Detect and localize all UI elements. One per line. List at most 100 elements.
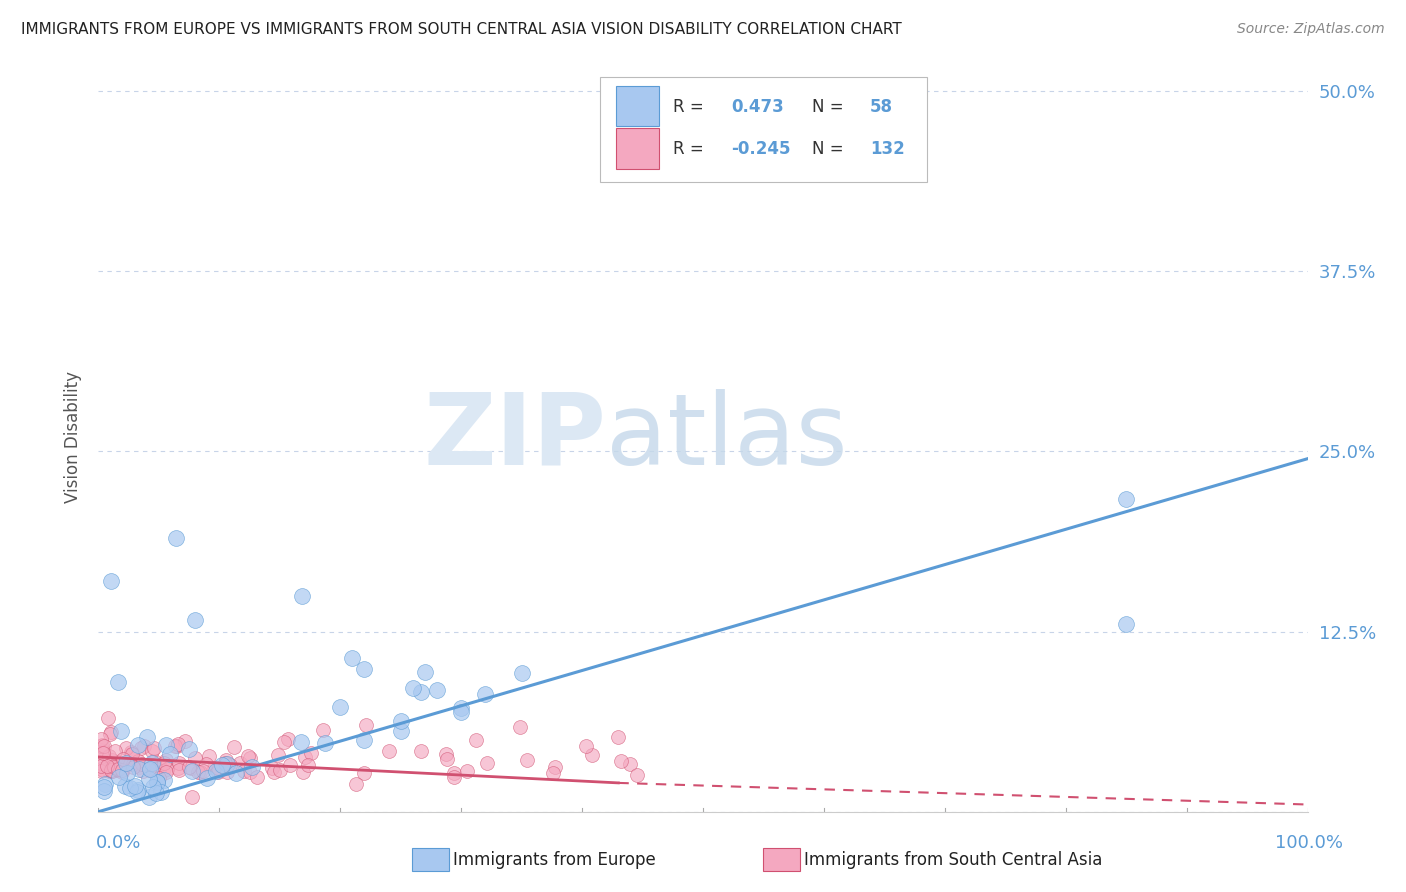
Point [195,771,218,785]
Text: R =: R = [672,98,703,116]
Point [215,761,238,775]
Point [127,738,149,752]
Point [100,764,122,778]
Point [145,786,167,800]
Y-axis label: Vision Disability: Vision Disability [65,371,83,503]
Point [110,723,132,738]
Point [411,685,433,699]
Text: N =: N = [811,98,844,116]
Point [377,744,399,758]
Point [166,760,188,774]
Point [143,741,166,756]
Point [128,759,150,773]
Point [290,735,312,749]
Point [93,784,115,798]
Point [299,746,322,760]
Point [236,749,259,764]
Point [115,766,138,780]
Point [516,753,538,767]
Point [626,767,648,781]
Point [100,724,122,739]
Point [291,589,314,603]
Point [111,763,134,777]
Point [146,775,169,789]
Point [107,757,129,772]
Text: 132: 132 [870,140,904,158]
Point [389,714,412,728]
Point [278,758,301,772]
Point [215,753,238,767]
Point [152,764,174,778]
Point [98,727,121,741]
Point [90,762,112,776]
Point [413,665,436,679]
FancyBboxPatch shape [616,128,659,169]
Point [222,740,245,755]
Point [120,747,142,762]
Point [141,744,163,758]
Point [143,764,166,778]
Point [217,765,239,780]
Point [262,761,284,775]
Point [456,764,478,778]
Point [142,780,165,794]
Point [426,683,449,698]
Point [297,758,319,772]
Point [156,762,179,776]
Point [93,739,115,753]
Point [138,762,160,776]
Point [150,784,173,798]
Point [169,763,191,777]
Point [233,764,256,779]
Point [149,760,172,774]
Point [153,756,176,771]
Text: 100.0%: 100.0% [1275,834,1343,852]
Point [353,733,375,747]
Point [194,757,217,772]
Point [155,738,177,752]
Point [111,752,134,766]
Point [207,761,229,775]
Point [186,764,208,779]
Point [111,764,134,779]
Point [510,665,533,680]
Point [97,756,120,770]
Point [122,756,145,771]
Point [100,574,122,589]
Point [165,531,187,545]
Point [122,760,145,774]
Point [145,762,167,776]
Point [103,760,125,774]
Point [121,747,143,762]
Point [474,686,496,700]
Point [273,734,295,748]
Point [329,699,352,714]
Point [105,755,128,769]
Point [314,736,336,750]
Point [91,743,114,757]
Point [132,764,155,778]
Point [344,777,367,791]
Point [215,757,238,772]
Point [509,721,531,735]
Point [136,731,159,745]
Point [120,780,142,795]
Point [411,744,433,758]
Point [91,746,114,760]
Point [1115,491,1137,506]
Point [90,732,112,747]
Point [434,747,457,761]
Point [101,764,124,778]
Point [127,758,149,772]
Point [169,756,191,771]
Point [610,754,633,768]
Point [263,765,285,780]
Point [93,780,115,794]
Point [120,757,142,772]
Point [90,739,112,753]
Point [97,711,120,725]
Point [101,753,124,767]
Point [443,770,465,784]
Point [111,764,134,778]
Point [163,739,186,754]
